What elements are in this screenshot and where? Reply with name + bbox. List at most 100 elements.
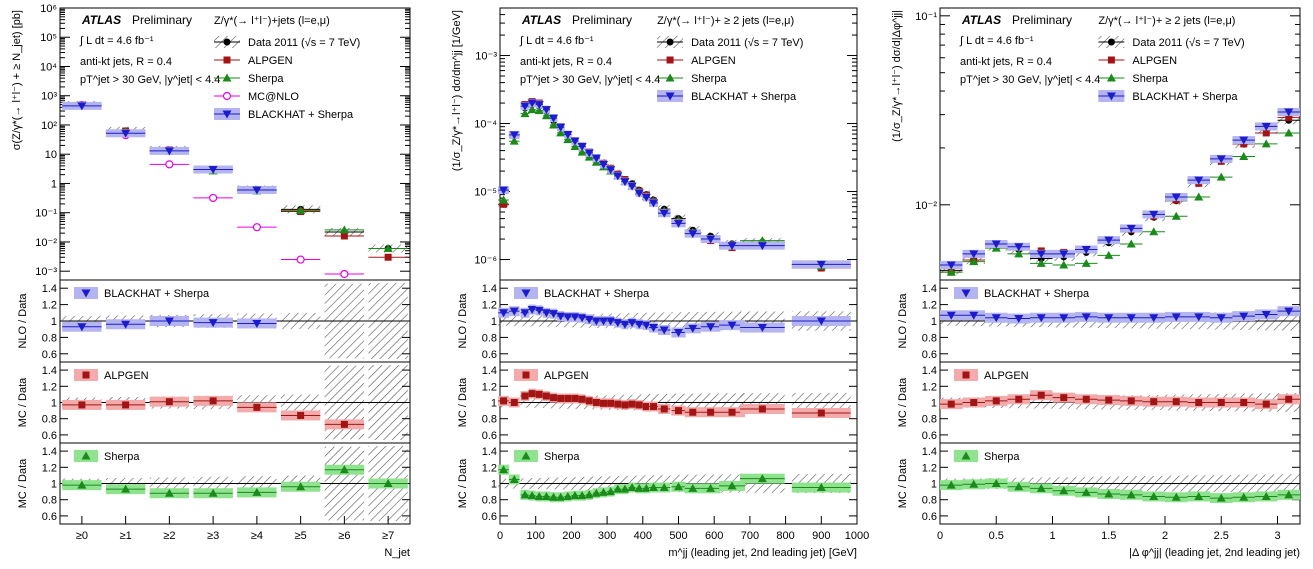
ratio-tick-label: 1.2 xyxy=(482,462,497,474)
ratio-point-blackhat xyxy=(1126,314,1136,323)
ratio-y-label: MC / Data xyxy=(17,458,29,508)
x-tick-label: 800 xyxy=(776,530,794,542)
legend-marker-sherpa xyxy=(1106,73,1116,82)
x-tick-label: ≥5 xyxy=(295,530,307,542)
point-blackhat xyxy=(121,129,131,138)
point-blackhat xyxy=(563,130,573,139)
ratio-point-blackhat xyxy=(534,306,544,315)
ratio-point-sherpa xyxy=(816,483,826,492)
ratio-y-label: NLO / Data xyxy=(457,293,469,349)
ratio-point-sherpa xyxy=(649,483,659,492)
point-blackhat xyxy=(77,102,87,111)
x-axis-label: N_jet xyxy=(384,547,410,559)
ratio-point-blackhat xyxy=(1036,314,1046,323)
point-blackhat xyxy=(599,160,609,169)
ratio-point-blackhat xyxy=(641,321,651,330)
ratio-tick-label: 0.6 xyxy=(922,349,937,361)
jet-cuts-label: pT^jet > 30 GeV, |y^jet| < 4.4 xyxy=(520,74,660,86)
ratio-point-sherpa xyxy=(969,479,979,488)
ratio-point-sherpa xyxy=(556,492,566,501)
legend-entry: Data 2011 (√s = 7 TeV) xyxy=(691,37,803,49)
ratio-point-blackhat xyxy=(499,309,509,318)
ratio-point-sherpa xyxy=(549,492,559,501)
ratio-point-sherpa xyxy=(641,483,651,492)
ratio-point-alpgen xyxy=(1195,399,1203,406)
ratio-tick-label: 1.4 xyxy=(42,283,57,295)
legend-entry: MC@NLO xyxy=(248,91,299,103)
ratio-point-blackhat xyxy=(649,324,659,333)
point-sherpa xyxy=(1261,139,1271,148)
ratio-point-blackhat xyxy=(688,324,698,333)
ratio-point-alpgen xyxy=(635,401,643,409)
ratio-point-blackhat xyxy=(1059,314,1069,323)
ratio-point-sherpa xyxy=(991,479,1001,487)
ratio-point-blackhat xyxy=(1284,307,1294,316)
ratio-tick-label: 0.6 xyxy=(482,430,497,442)
ratio-point-alpgen xyxy=(1285,395,1293,403)
point-sherpa xyxy=(1171,211,1181,220)
ratio-point-sherpa xyxy=(208,488,218,497)
ratio-point-alpgen xyxy=(122,401,130,409)
point-blackhat xyxy=(649,199,659,208)
ratio-point-alpgen xyxy=(592,399,600,406)
ratio-y-label: MC / Data xyxy=(457,377,469,427)
x-tick-label: ≥1 xyxy=(120,530,132,542)
point-blackhat xyxy=(620,178,630,187)
y-tick-label: 10⁻³ xyxy=(35,266,57,278)
ratio-point-alpgen xyxy=(992,397,1000,405)
ratio-tick-label: 1 xyxy=(931,479,937,491)
ratio-point-blackhat xyxy=(527,306,537,315)
x-tick-label: 400 xyxy=(634,530,652,542)
ratio-point-blackhat xyxy=(620,320,630,329)
atlas-label: ATLAS xyxy=(961,13,1001,27)
ratio-tick-label: 1 xyxy=(931,398,937,410)
ratio-point-alpgen xyxy=(728,408,736,416)
ratio-point-sherpa xyxy=(577,491,587,500)
ratio-tick-label: 1.4 xyxy=(922,365,937,377)
ratio-point-blackhat xyxy=(613,319,623,328)
ratio-point-sherpa xyxy=(1194,491,1204,500)
y-tick-label: 10⁻² xyxy=(35,237,57,249)
point-alpgen xyxy=(1285,113,1293,121)
ratio-point-sherpa xyxy=(946,480,956,489)
point-mcnlo xyxy=(165,160,174,169)
point-alpgen xyxy=(500,200,508,208)
point-blackhat xyxy=(570,137,580,146)
ratio-tick-label: 1.2 xyxy=(482,300,497,312)
ratio-tick-label: 1 xyxy=(51,479,57,491)
ratio-tick-label: 1.2 xyxy=(922,300,937,312)
point-blackhat xyxy=(1171,193,1181,202)
point-sherpa xyxy=(1014,249,1024,258)
jet-cuts-label: pT^jet > 30 GeV, |y^jet| < 4.4 xyxy=(80,74,220,86)
ratio-legend-marker xyxy=(81,451,91,460)
ratio-legend-label: ALPGEN xyxy=(544,370,589,382)
ratio-point-alpgen xyxy=(607,399,615,407)
x-tick-label: 0.5 xyxy=(989,530,1004,542)
point-blackhat xyxy=(706,235,716,244)
x-tick-label: 500 xyxy=(669,530,687,542)
x-axis-label: |Δ φ^jj| (leading jet, 2nd leading jet) xyxy=(1129,547,1300,559)
point-blackhat xyxy=(549,114,559,123)
ratio-point-alpgen xyxy=(621,401,629,409)
ratio-point-blackhat xyxy=(77,323,87,332)
point-sherpa xyxy=(499,195,509,204)
ratio-tick-label: 0.6 xyxy=(42,511,57,523)
ratio-legend-label: Sherpa xyxy=(104,451,140,463)
ratio-point-alpgen xyxy=(1105,396,1113,404)
point-sherpa xyxy=(946,267,956,276)
x-tick-label: ≥0 xyxy=(76,530,88,542)
ratio-point-sherpa xyxy=(339,465,349,474)
point-sherpa xyxy=(541,111,551,120)
ratio-tick-label: 1 xyxy=(931,316,937,328)
ratio-point-alpgen xyxy=(675,407,682,415)
legend-entry: Sherpa xyxy=(1132,73,1168,85)
ratio-tick-label: 0.6 xyxy=(922,511,937,523)
ratio-point-blackhat xyxy=(634,320,644,329)
ratio-point-sherpa xyxy=(706,483,716,492)
point-blackhat xyxy=(1081,246,1091,255)
ratio-tick-label: 0.8 xyxy=(42,495,57,507)
ratio-tick-label: 1 xyxy=(491,316,497,328)
legend-entry: ALPGEN xyxy=(1132,55,1177,67)
ratio-point-sherpa xyxy=(1171,492,1181,501)
